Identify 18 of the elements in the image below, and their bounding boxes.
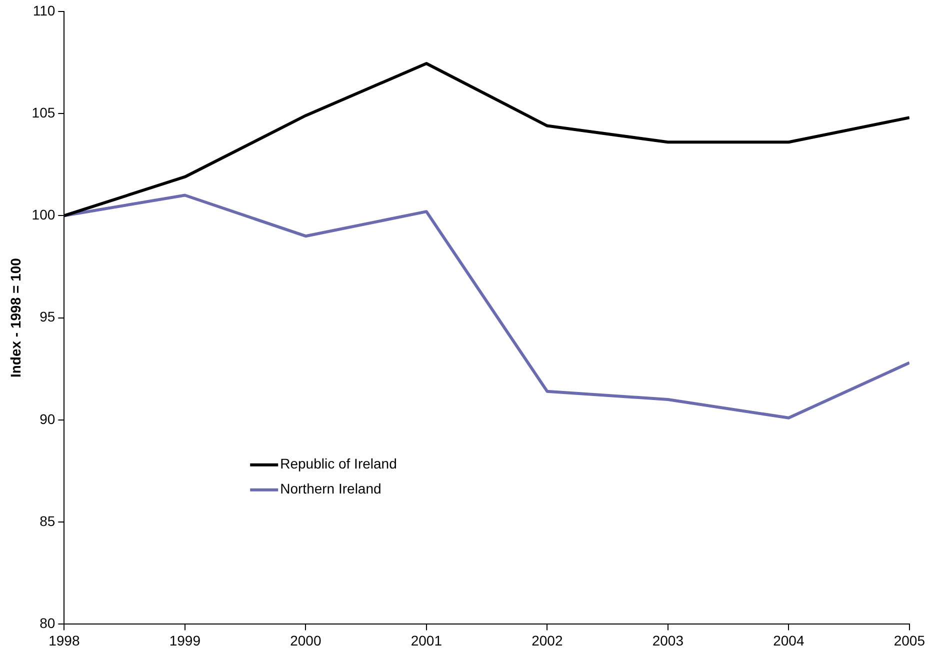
y-tick-label: 80 [40, 615, 56, 632]
x-tick-label: 2002 [532, 632, 563, 648]
y-tick-label: 110 [32, 2, 56, 18]
y-tick-label: 105 [32, 104, 56, 120]
x-tick-label: 1999 [169, 632, 201, 648]
x-tick-label: 2001 [410, 632, 442, 648]
y-tick-label: 90 [40, 410, 56, 427]
x-tick-label: 1998 [48, 632, 80, 648]
x-tick-label: 2004 [773, 632, 804, 648]
legend-label: Northern Ireland [280, 480, 382, 497]
x-tick-label: 2005 [894, 632, 926, 648]
x-tick-label: 2003 [652, 632, 684, 648]
y-tick-label: 100 [32, 206, 56, 223]
y-tick-label: 95 [40, 308, 56, 325]
x-tick-label: 2000 [290, 632, 322, 648]
legend-label: Republic of Ireland [280, 456, 397, 472]
y-axis-title: Index - 1998 = 100 [7, 258, 24, 378]
y-tick-label: 85 [40, 512, 56, 529]
